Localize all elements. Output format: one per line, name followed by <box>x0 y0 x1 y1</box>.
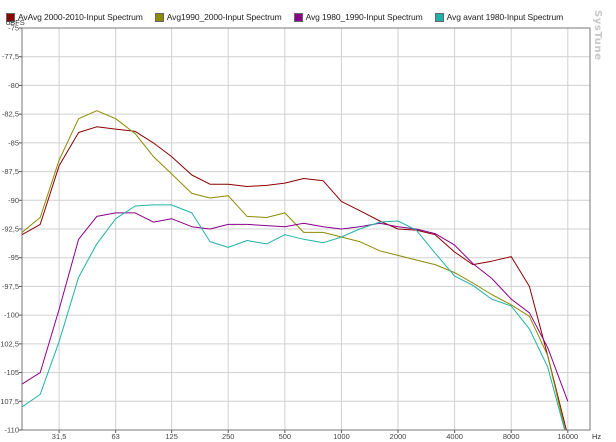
y-tick-label: -92,5 <box>2 225 19 234</box>
x-tick-label: 8000 <box>503 432 520 441</box>
legend-label: Avg 1980_1990-Input Spectrum <box>305 12 423 22</box>
y-tick-label: -107,5 <box>0 397 19 406</box>
y-tick-label: -85 <box>8 138 19 147</box>
y-tick-label: -95 <box>8 253 19 262</box>
y-tick-label: -87,5 <box>2 167 19 176</box>
series-line-2 <box>22 110 566 430</box>
x-tick-label: 125 <box>165 432 178 441</box>
y-tick-label: -77,5 <box>2 52 19 61</box>
legend-swatch <box>6 12 15 22</box>
y-tick-label: -100 <box>4 311 19 320</box>
series-line-4 <box>22 204 566 430</box>
x-tick-label: 31,5 <box>52 432 67 441</box>
systune-watermark: SysTune <box>592 10 603 61</box>
y-tick-label: -105 <box>4 368 19 377</box>
y-axis-unit-label: dBFS <box>6 18 25 27</box>
legend-item-2: Avg1990_2000-Input Spectrum <box>154 12 282 22</box>
y-tick-label: -82,5 <box>2 110 19 119</box>
x-tick-label: 250 <box>222 432 235 441</box>
y-tick-label: -80 <box>8 81 19 90</box>
y-tick-label: -75 <box>8 24 19 33</box>
x-tick-label: 1000 <box>333 432 350 441</box>
legend-item-3: Avg 1980_1990-Input Spectrum <box>293 12 423 22</box>
x-tick-label: 500 <box>279 432 292 441</box>
x-tick-label: 2000 <box>390 432 407 441</box>
legend-swatch <box>293 12 303 22</box>
plot-border <box>21 27 591 431</box>
y-tick-label: -97,5 <box>2 282 19 291</box>
x-tick-label: 4000 <box>446 432 463 441</box>
legend-item-4: Avg avant 1980-Input Spectrum <box>434 12 564 22</box>
legend-item-1: AvAvg 2000-2010-Input Spectrum <box>6 12 143 22</box>
y-tick-label: -110 <box>5 426 19 435</box>
legend-label: Avg avant 1980-Input Spectrum <box>446 12 564 22</box>
legend-label: Avg1990_2000-Input Spectrum <box>166 12 282 22</box>
series-line-1 <box>22 126 567 430</box>
x-tick-label: 16000 <box>557 432 578 441</box>
legend-swatch <box>434 12 444 22</box>
x-axis-unit-label: Hz <box>592 432 601 441</box>
legend-swatch <box>154 12 164 22</box>
series-line-3 <box>22 212 569 402</box>
y-tick-label: -90 <box>8 196 19 205</box>
legend-label: AvAvg 2000-2010-Input Spectrum <box>18 12 143 22</box>
y-tick-label: -102,5 <box>0 339 19 348</box>
chart-legend: AvAvg 2000-2010-Input Spectrum Avg1990_20… <box>6 10 575 24</box>
x-tick-label: 63 <box>112 432 120 441</box>
